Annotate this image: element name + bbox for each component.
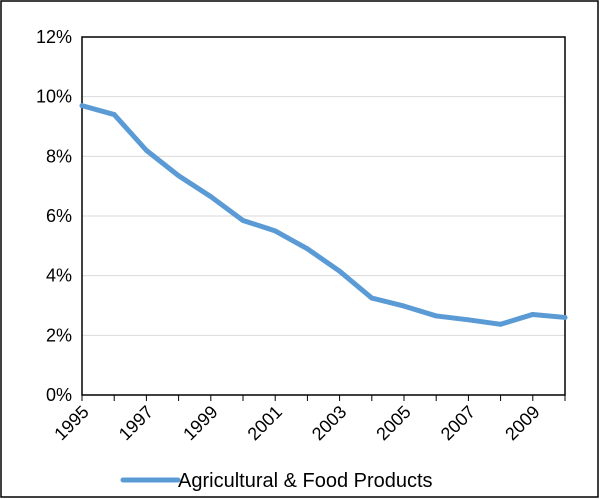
y-tick-label: 0% — [46, 385, 72, 405]
data-point — [530, 312, 536, 317]
data-point — [240, 218, 246, 223]
legend-label-agricultural-food-products: Agricultural & Food Products — [178, 470, 433, 492]
data-point — [369, 295, 375, 301]
y-tick-label: 2% — [46, 325, 72, 345]
data-point — [562, 315, 568, 320]
data-point — [144, 147, 149, 153]
data-point — [401, 303, 407, 309]
data-point — [79, 103, 85, 109]
data-point — [433, 313, 439, 319]
data-point — [305, 246, 310, 252]
data-point — [111, 112, 117, 117]
y-tick-label: 8% — [46, 146, 72, 166]
data-point — [337, 268, 342, 274]
y-tick-label: 10% — [36, 87, 72, 107]
data-point — [176, 173, 182, 179]
data-point — [466, 317, 471, 323]
y-tick-label: 12% — [36, 27, 72, 47]
series-line-0 — [79, 103, 568, 327]
series — [79, 103, 568, 327]
data-point — [272, 228, 278, 234]
plot-area — [81, 36, 566, 396]
data-point — [208, 194, 214, 200]
gridlines — [82, 96, 565, 336]
y-tick-label: 4% — [46, 266, 72, 286]
legend: Agricultural & Food Products — [120, 470, 433, 492]
y-tick-label: 6% — [46, 206, 72, 226]
y-axis-ticks: 0% 2% 4% 6% 8% 10% 12% — [36, 27, 72, 405]
data-point — [498, 321, 503, 327]
